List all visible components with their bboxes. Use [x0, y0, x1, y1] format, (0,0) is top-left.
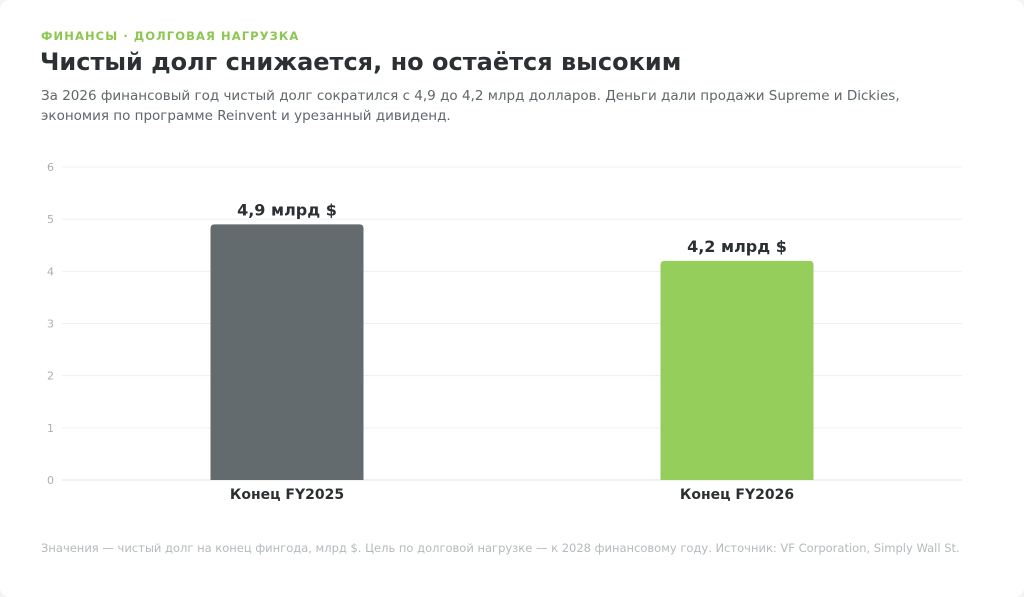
- bar-chart: 0 1 2 3 4 5 6 4,9 млрд $ 4,2 млрд $ Конец FY202…: [47, 161, 962, 503]
- chart-title: Чистый долг снижается, но остаётся высок…: [40, 48, 682, 76]
- y-axis-ticks: 0 1 2 3 4 5 6: [47, 161, 54, 487]
- grid-lines: [62, 166, 962, 481]
- x-category-label: Конец FY2025: [230, 487, 344, 503]
- bar-1: [210, 224, 364, 480]
- data-label: 4,9 млрд $: [237, 200, 337, 219]
- y-tick-label: 4: [47, 265, 54, 278]
- bar-2: [660, 260, 814, 480]
- data-labels: 4,9 млрд $ 4,2 млрд $: [237, 200, 787, 256]
- chart-subtitle: За 2026 финансовый год чистый долг сокра…: [41, 88, 900, 124]
- bars: [210, 224, 814, 480]
- y-tick-label: 3: [47, 318, 54, 331]
- x-category-label: Конец FY2026: [680, 487, 794, 503]
- y-tick-label: 2: [47, 370, 54, 383]
- x-axis-labels: Конец FY2025 Конец FY2026: [230, 487, 794, 503]
- data-label: 4,2 млрд $: [687, 237, 787, 256]
- y-tick-label: 5: [47, 213, 54, 226]
- y-tick-label: 6: [47, 161, 54, 174]
- y-tick-label: 0: [47, 474, 54, 487]
- footnote: Значения — чистый долг на конец фингода,…: [41, 541, 960, 555]
- y-tick-label: 1: [47, 422, 54, 435]
- eyebrow-label: ФИНАНСЫ · ДОЛГОВАЯ НАГРУЗКА: [41, 29, 300, 43]
